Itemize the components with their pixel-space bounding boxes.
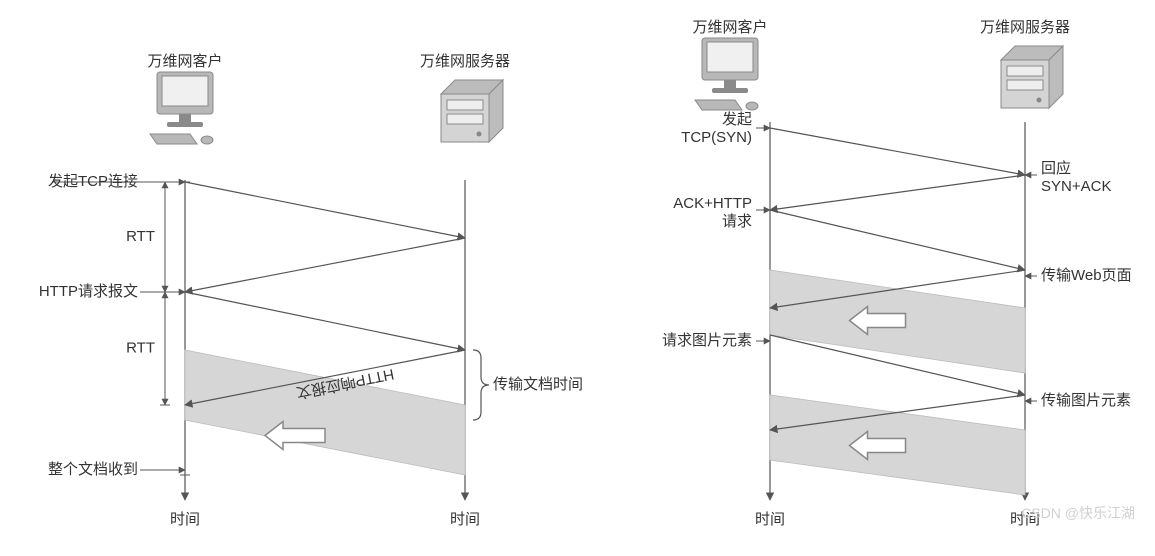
right-client-time: 时间: [755, 511, 785, 528]
server-icon: [441, 80, 503, 142]
left-doc-time-label: 传输文档时间: [493, 376, 583, 393]
right-req-img-label: 请求图片元素: [662, 332, 752, 349]
left-rtt2: RTT: [126, 339, 155, 356]
client-computer-icon: [150, 72, 213, 144]
left-server-time: 时间: [450, 511, 480, 528]
left-doc-recv-label: 整个文档收到: [48, 461, 138, 478]
right-syn-label-1: 发起: [722, 111, 752, 128]
right-synack-2: SYN+ACK: [1041, 178, 1111, 195]
right-server-time: 时间: [1010, 511, 1040, 528]
left-init-tcp-label: 发起TCP连接: [48, 173, 138, 190]
client-computer-icon: [695, 38, 758, 110]
left-rtt1: RTT: [126, 228, 155, 245]
right-server-label: 万维网服务器: [980, 19, 1070, 36]
left-http-req-label: HTTP请求报文: [39, 283, 138, 300]
right-ackhttp-1: ACK+HTTP: [673, 195, 752, 212]
right-synack-1: 回应: [1041, 159, 1071, 177]
left-server-label: 万维网服务器: [420, 53, 510, 70]
right-webpage-label: 传输Web页面: [1041, 267, 1132, 284]
left-client-label: 万维网客户: [147, 53, 222, 70]
right-imgelem-label: 传输图片元素: [1041, 392, 1131, 409]
right-client-label: 万维网客户: [692, 19, 767, 36]
left-client-time: 时间: [170, 511, 200, 528]
right-syn-label-2: TCP(SYN): [681, 129, 752, 146]
transfer-band: [185, 350, 465, 475]
right-ackhttp-2: 请求: [722, 213, 752, 230]
server-icon: [1001, 46, 1063, 108]
